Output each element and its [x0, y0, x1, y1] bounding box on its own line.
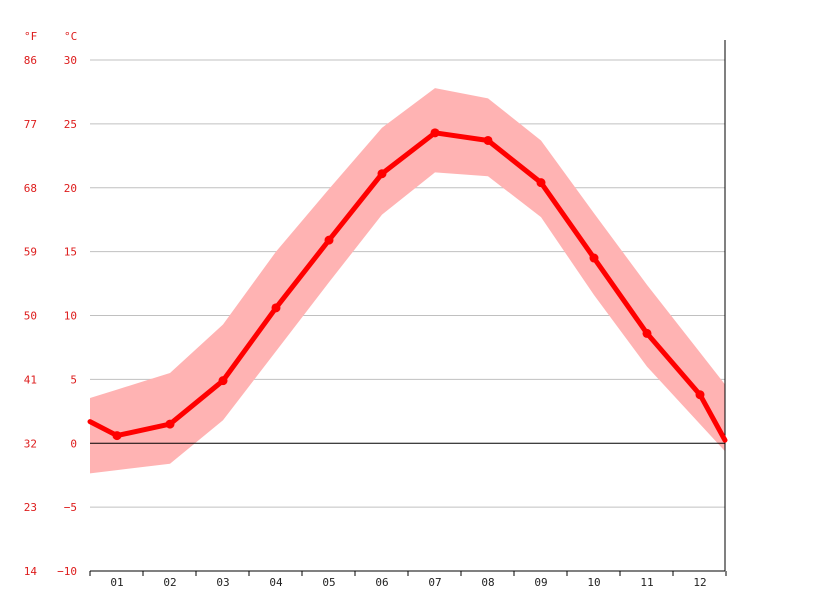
temperature-range-band [90, 88, 725, 474]
x-tick-label: 11 [640, 576, 653, 589]
y-tick-label-fahrenheit: 23 [24, 501, 37, 514]
data-point [271, 303, 281, 313]
y-tick-label-celsius: 25 [64, 118, 77, 131]
y-tick-label-fahrenheit: 68 [24, 182, 37, 195]
average-temperature-series [87, 130, 728, 443]
data-point [324, 235, 334, 245]
y-tick-label-fahrenheit: 59 [24, 246, 37, 259]
data-point [430, 128, 440, 138]
data-point [483, 135, 493, 145]
data-point [112, 431, 122, 441]
data-point [589, 253, 599, 263]
series-line [87, 130, 728, 443]
celsius-unit-label: °C [64, 30, 77, 43]
data-point [377, 169, 387, 179]
data-point [642, 328, 652, 338]
y-tick-label-celsius: −10 [57, 565, 77, 578]
data-point [218, 376, 228, 386]
x-axis-ticks: 01 02 03 04 05 06 07 08 09 10 11 12 [89, 570, 727, 589]
y-tick-label-fahrenheit: 41 [24, 373, 37, 386]
y-tick-label-celsius: 5 [70, 373, 77, 386]
data-point [695, 390, 705, 400]
y-tick-label-celsius: 0 [70, 437, 77, 450]
y-tick-label-fahrenheit: 32 [24, 437, 37, 450]
y-tick-label-fahrenheit: 86 [24, 54, 37, 67]
y-tick-label-fahrenheit: 77 [24, 118, 37, 131]
fahrenheit-unit-label: °F [24, 30, 37, 43]
x-tick-label: 09 [534, 576, 547, 589]
x-tick-label: 01 [110, 576, 123, 589]
x-tick-label: 08 [481, 576, 494, 589]
y-tick-label-celsius: 15 [64, 246, 77, 259]
x-tick-label: 10 [587, 576, 600, 589]
x-tick-label: 03 [216, 576, 229, 589]
data-point [536, 178, 546, 188]
x-tick-label: 05 [322, 576, 335, 589]
x-tick-label: 04 [269, 576, 283, 589]
y-tick-label-fahrenheit: 14 [24, 565, 38, 578]
y-axis-ticks: 86 30 77 25 68 20 59 15 50 10 41 5 32 0 23 −5 14 −10 [24, 54, 77, 578]
y-tick-label-celsius: −5 [64, 501, 77, 514]
x-tick-label: 02 [163, 576, 176, 589]
y-tick-label-celsius: 10 [64, 310, 77, 323]
x-tick-label: 07 [428, 576, 441, 589]
y-tick-label-fahrenheit: 50 [24, 310, 37, 323]
x-tick-label: 06 [375, 576, 388, 589]
data-point [165, 419, 175, 429]
data-points [112, 128, 705, 441]
y-tick-label-celsius: 30 [64, 54, 77, 67]
x-tick-label: 12 [693, 576, 706, 589]
y-tick-label-celsius: 20 [64, 182, 77, 195]
